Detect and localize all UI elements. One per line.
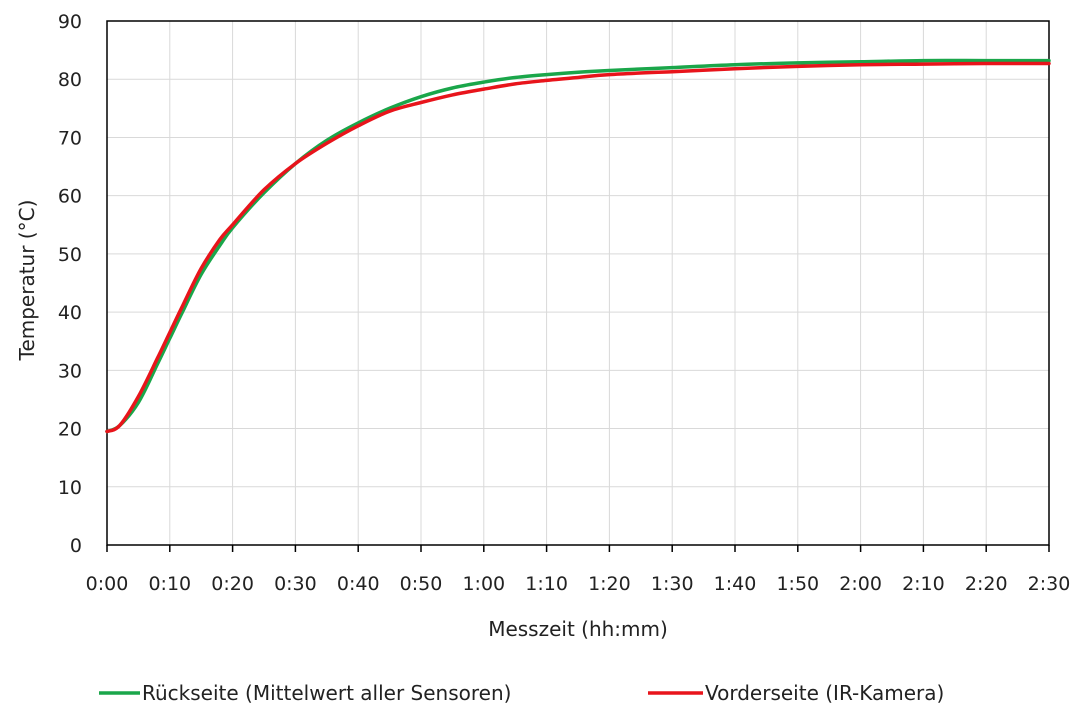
legend-label-vorderseite: Vorderseite (IR-Kamera) — [705, 681, 944, 705]
series-line-vorderseite — [105, 61, 1051, 434]
x-tick-label: 0:20 — [211, 573, 254, 595]
x-tick-label: 0:00 — [86, 573, 129, 595]
x-tick-label: 1:00 — [462, 573, 505, 595]
x-tick-label: 0:40 — [337, 573, 380, 595]
y-tick-label: 80 — [58, 69, 82, 91]
y-tick-label: 0 — [70, 535, 82, 557]
axis-ticks — [106, 545, 1050, 552]
tick-labels: 0:00 0:10 0:20 0:30 0:40 0:50 1:00 1:10 1:20 1:30… — [58, 11, 1071, 595]
x-tick-label: 1:30 — [651, 573, 694, 595]
x-tick-label: 2:20 — [965, 573, 1008, 595]
y-tick-label: 40 — [58, 302, 82, 324]
x-tick-label: 2:00 — [839, 573, 882, 595]
x-tick-label: 2:10 — [902, 573, 945, 595]
x-tick-label: 0:30 — [274, 573, 317, 595]
y-tick-label: 10 — [58, 477, 82, 499]
x-tick-label: 0:10 — [148, 573, 191, 595]
plot-area-frame — [106, 20, 1050, 546]
x-axis-title: Messzeit (hh:mm) — [488, 617, 668, 641]
y-tick-label: 70 — [58, 127, 82, 149]
series-line-rueckseite — [105, 58, 1051, 434]
x-tick-label: 2:30 — [1028, 573, 1071, 595]
legend-label-rueckseite: Rückseite (Mittelwert aller Sensoren) — [142, 681, 511, 705]
x-tick-label: 1:10 — [525, 573, 568, 595]
y-tick-label: 30 — [58, 360, 82, 382]
y-tick-label: 90 — [58, 11, 82, 33]
y-tick-label: 50 — [58, 244, 82, 266]
series-layer — [105, 58, 1051, 434]
x-tick-label: 1:20 — [588, 573, 631, 595]
x-tick-label: 0:50 — [400, 573, 443, 595]
x-tick-label: 1:40 — [714, 573, 757, 595]
x-tick-label: 1:50 — [776, 573, 819, 595]
y-axis-title: Temperatur (°C) — [15, 200, 39, 362]
y-tick-label: 20 — [58, 419, 82, 441]
legend-item-vorderseite: Vorderseite (IR-Kamera) — [648, 681, 944, 705]
legend-item-rueckseite: Rückseite (Mittelwert aller Sensoren) — [99, 681, 511, 705]
y-tick-label: 60 — [58, 186, 82, 208]
legend: Rückseite (Mittelwert aller Sensoren) Vo… — [99, 681, 944, 705]
